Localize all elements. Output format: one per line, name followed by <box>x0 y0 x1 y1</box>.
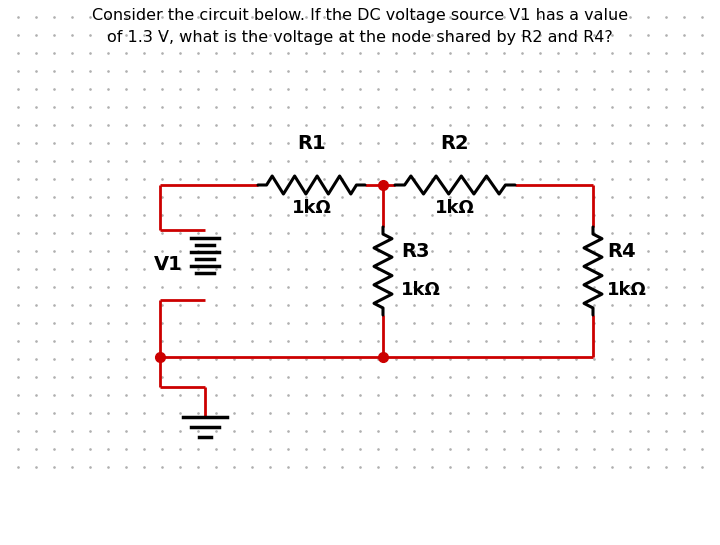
Text: 1kΩ: 1kΩ <box>401 281 441 299</box>
Text: R4: R4 <box>607 242 636 261</box>
Text: Consider the circuit below. If the DC voltage source V1 has a value: Consider the circuit below. If the DC vo… <box>92 8 628 23</box>
Text: R1: R1 <box>297 134 326 153</box>
Text: of 1.3 V, what is the voltage at the node shared by R2 and R4?: of 1.3 V, what is the voltage at the nod… <box>107 30 613 45</box>
Text: R2: R2 <box>441 134 469 153</box>
Text: 1kΩ: 1kΩ <box>435 199 475 217</box>
Text: 1kΩ: 1kΩ <box>607 281 647 299</box>
Text: 1kΩ: 1kΩ <box>292 199 331 217</box>
Text: V1: V1 <box>154 256 183 275</box>
Text: R3: R3 <box>401 242 430 261</box>
